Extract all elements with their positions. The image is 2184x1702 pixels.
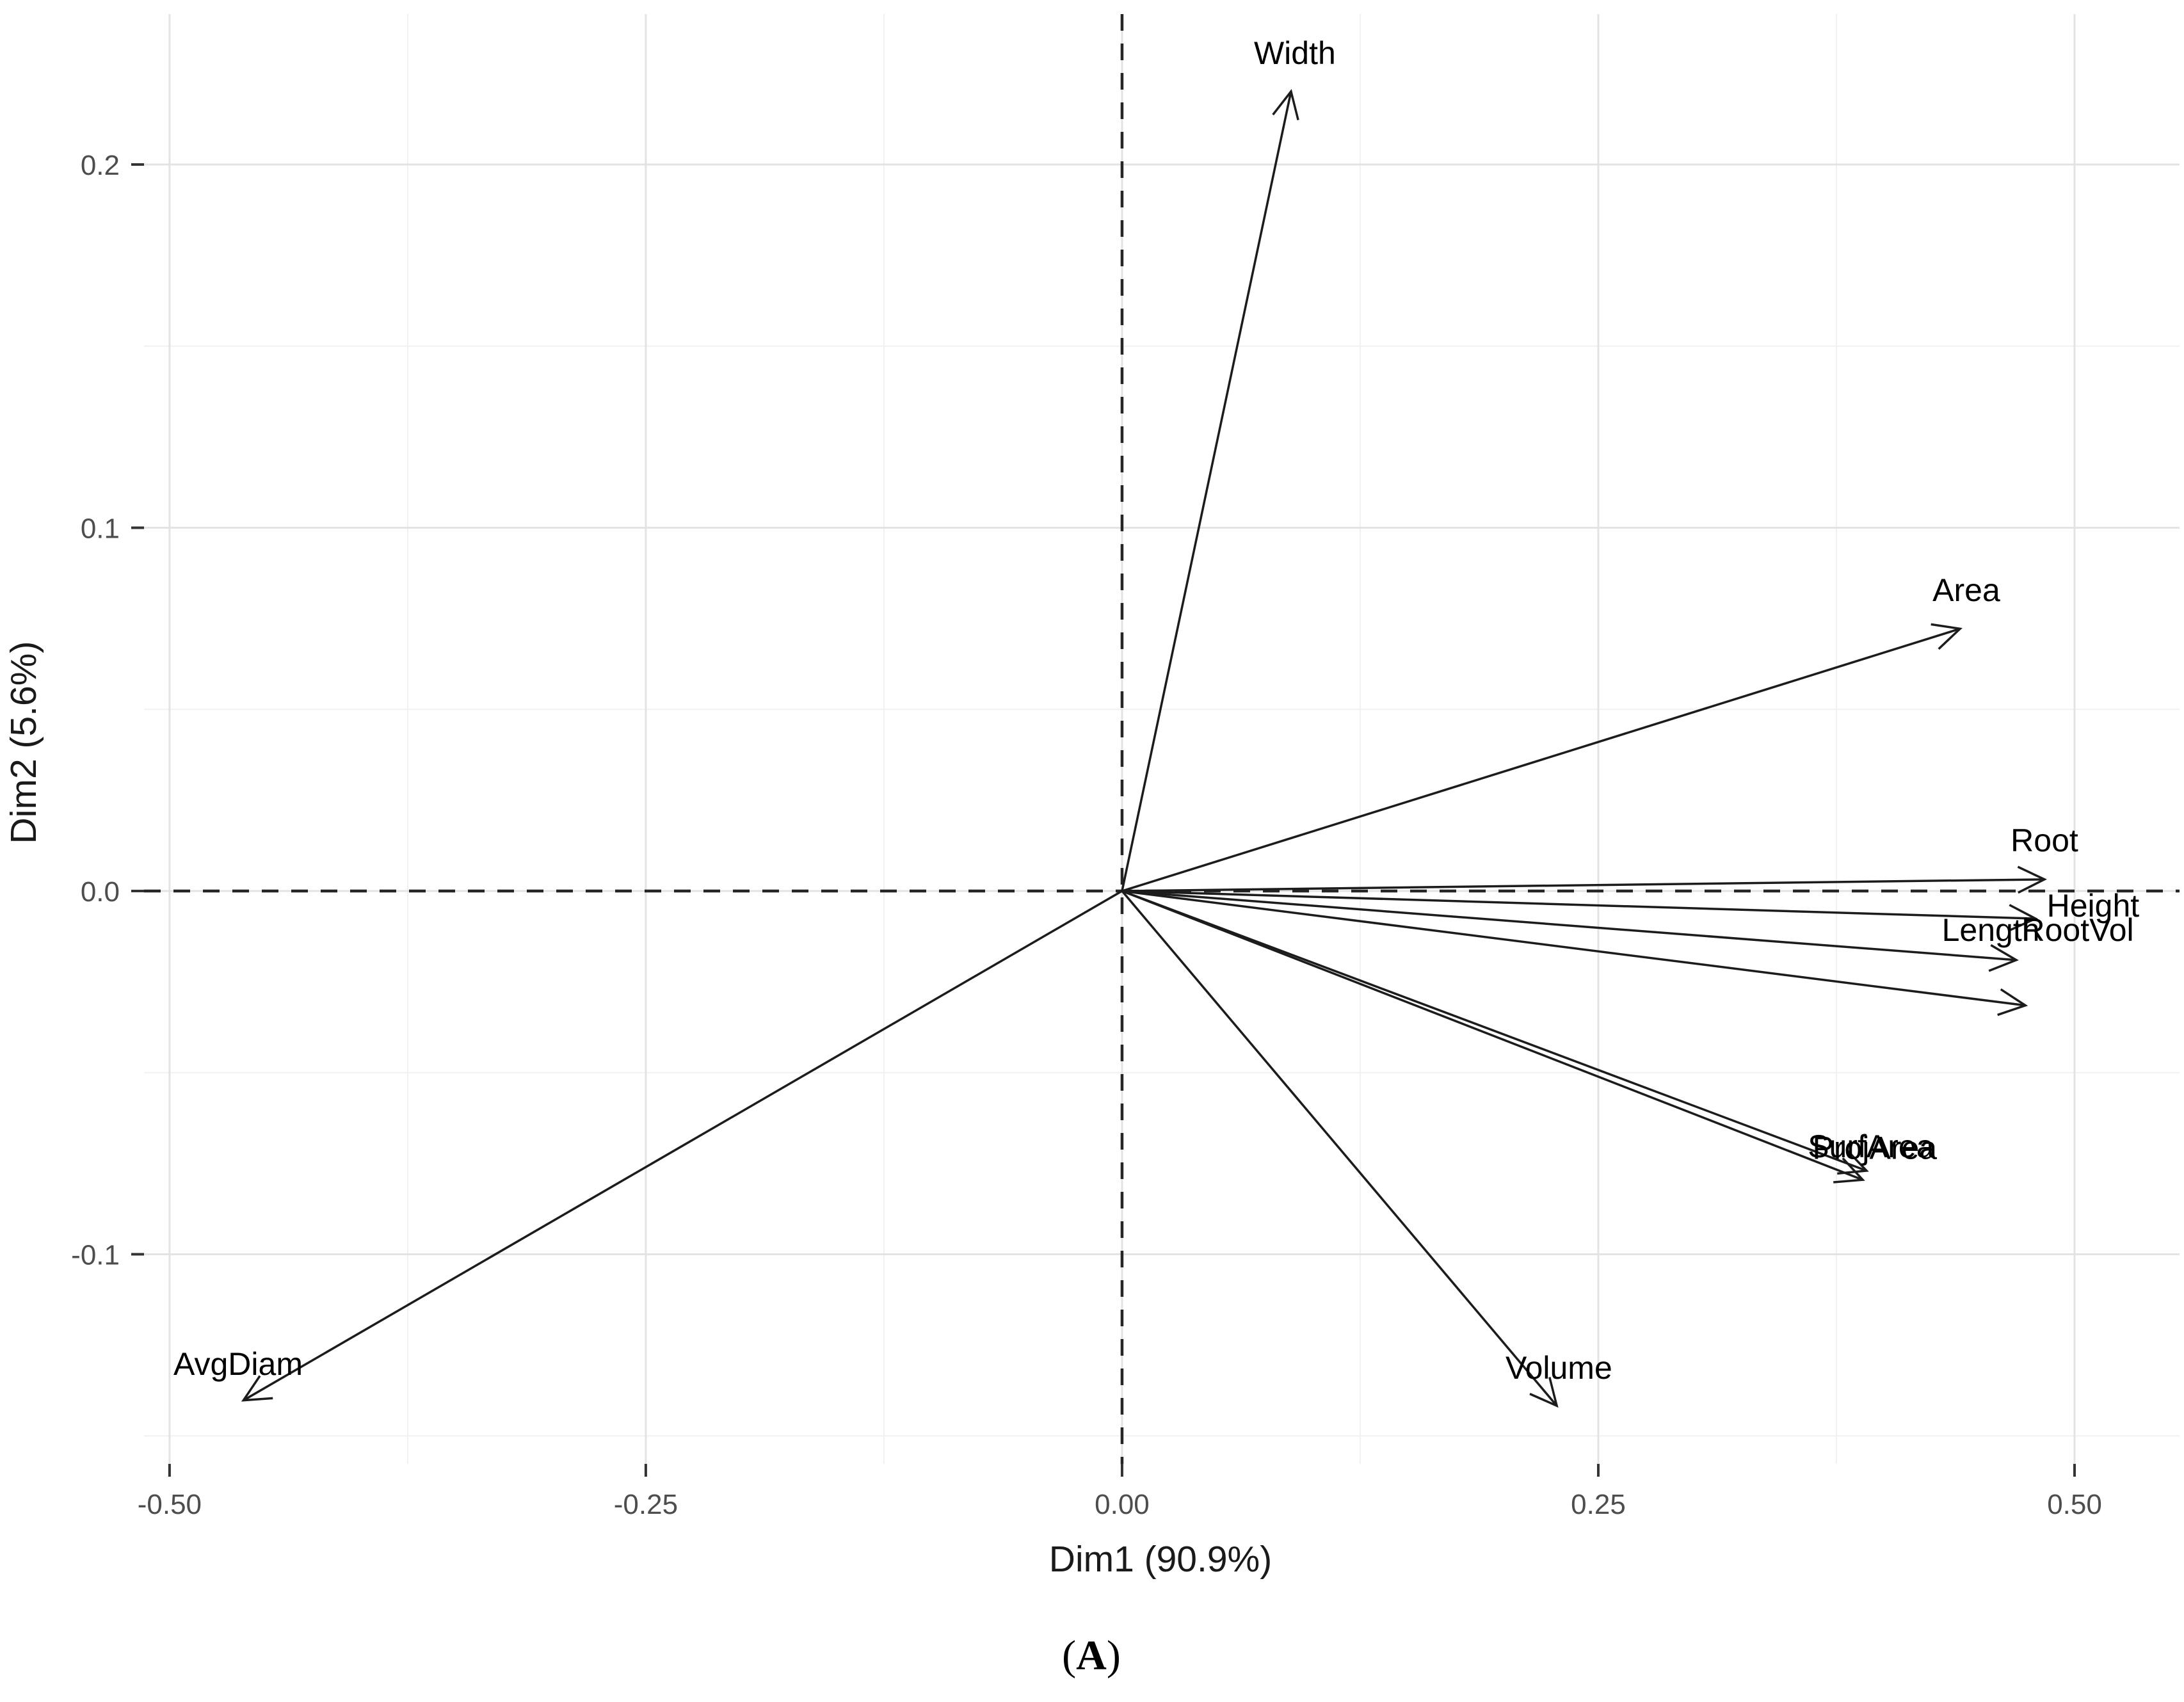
x-tick-label: -0.25 (614, 1489, 678, 1520)
rootvol-arrow-shaft (1121, 890, 2026, 1007)
y-axis-title: Dim2 (5.6%) (3, 641, 44, 844)
volume-variable-label: Volume (1506, 1350, 1612, 1386)
length-arrow-shaft (1121, 890, 2017, 961)
projarea-arrowhead (1837, 1148, 1869, 1175)
width-variable-label: Width (1254, 35, 1336, 71)
avgdiam-variable-label: AvgDiam (173, 1346, 303, 1382)
x-tick-label: 0.25 (1571, 1489, 1626, 1520)
surfarea-variable-label: SurfArea (1808, 1128, 1934, 1164)
plot-layer: -0.50 -0.25 0.00 0.25 0.50 -0.1 0.0 0.1 0.2 Width… (71, 14, 2180, 1520)
y-tick-label: 0.1 (81, 513, 120, 544)
width-arrowhead (1272, 88, 1299, 120)
x-tick-label: 0.00 (1095, 1489, 1150, 1520)
width-arrow-shaft (1121, 91, 1292, 892)
y-tick-label: 0.0 (81, 876, 120, 908)
area-variable-label: Area (1932, 572, 2000, 608)
area-arrow-shaft (1121, 627, 1961, 892)
panel-background (144, 14, 2180, 1464)
surfarea-arrow-shaft (1121, 890, 1863, 1181)
figure-caption: (A) (1062, 1632, 1121, 1679)
caption-open-paren: ( (1062, 1632, 1076, 1679)
projarea-arrow-shaft (1121, 890, 1867, 1172)
caption-letter: A (1076, 1632, 1107, 1679)
avgdiam-arrow-shaft (243, 890, 1123, 1402)
volume-arrow-shaft (1121, 890, 1558, 1407)
rootvol-variable-label: RootVol (2022, 912, 2134, 948)
x-axis-title: Dim1 (90.9%) (1049, 1539, 1272, 1580)
y-tick-label: 0.2 (81, 150, 120, 181)
rootvol-arrowhead (1997, 988, 2028, 1016)
area-arrowhead (1931, 623, 1963, 650)
caption-close-paren: ) (1107, 1632, 1121, 1679)
height-variable-label: Height (2047, 888, 2140, 924)
length-arrowhead (1988, 944, 2019, 972)
y-tick-label: -0.1 (71, 1240, 120, 1271)
root-arrowhead (2017, 865, 2047, 894)
height-arrow-shaft (1121, 890, 2036, 920)
avgdiam-arrowhead (241, 1375, 273, 1402)
height-arrowhead (2008, 904, 2038, 932)
root-variable-label: Root (2011, 823, 2078, 858)
x-tick-label: 0.50 (2047, 1489, 2102, 1520)
projarea-variable-label: ProjArea (1813, 1130, 1938, 1166)
x-tick-label: -0.50 (138, 1489, 202, 1520)
length-variable-label: Length (1942, 912, 2040, 948)
volume-arrowhead (1529, 1377, 1559, 1408)
root-arrow-shaft (1121, 878, 2045, 892)
